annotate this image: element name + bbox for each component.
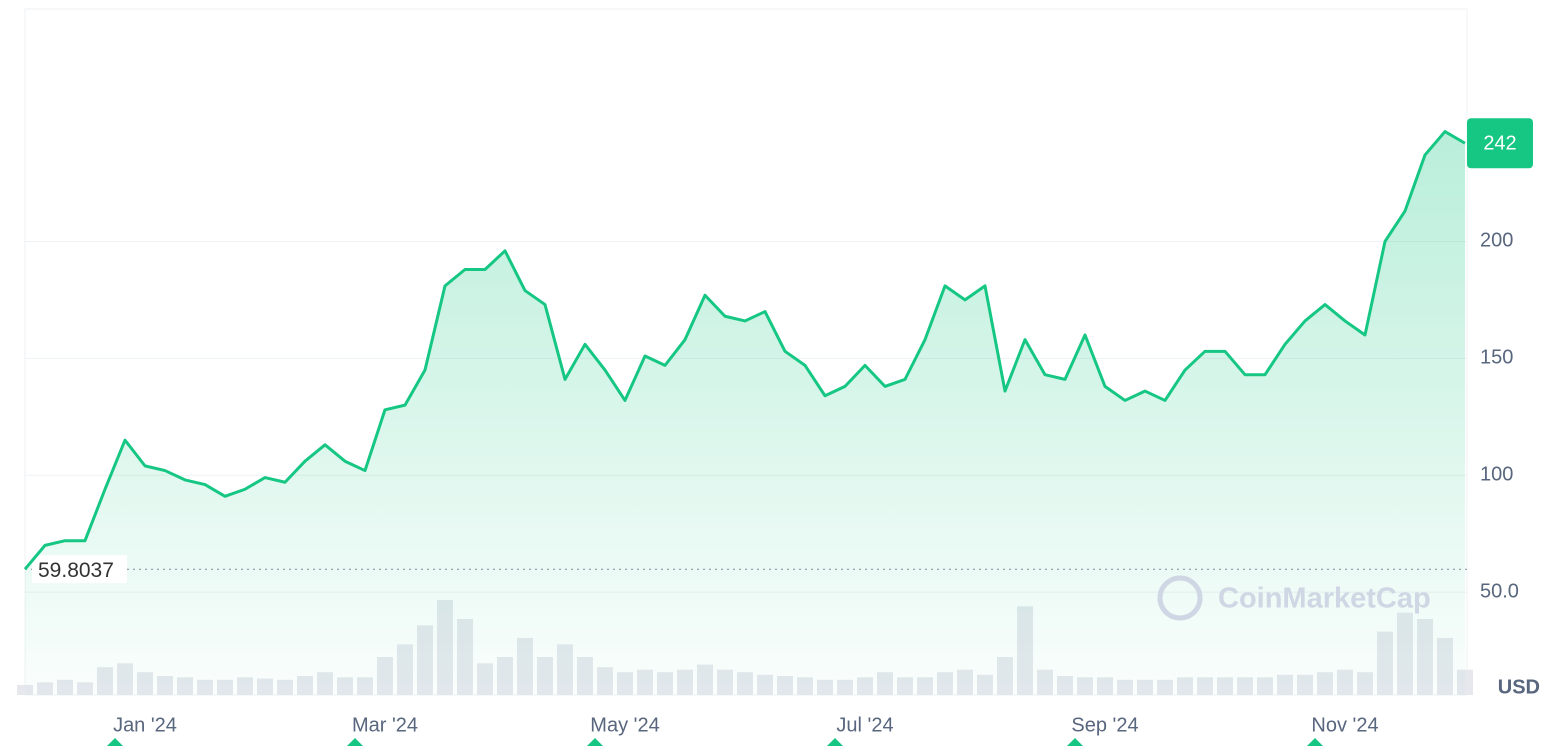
- event-marker: [827, 738, 843, 746]
- area: [25, 131, 1465, 696]
- start-label-bg: [32, 555, 127, 584]
- event-marker: [587, 738, 603, 746]
- x-tick-label: Jul '24: [836, 714, 893, 736]
- event-marker: [1307, 738, 1323, 746]
- price-line: [23, 130, 1466, 571]
- event-marker: [1067, 738, 1083, 746]
- watermark: CoinMarketCap: [1157, 575, 1431, 621]
- current-price-label: 242: [1483, 133, 1516, 155]
- x-tick-label: Sep '24: [1071, 714, 1138, 736]
- current-price-badge: [1467, 118, 1533, 169]
- event-marker: [107, 738, 123, 746]
- y-tick-label: 150: [1480, 347, 1513, 369]
- x-tick-label: Nov '24: [1311, 714, 1378, 736]
- x-tick-label: Jan '24: [113, 714, 177, 736]
- currency-label: USD: [1498, 676, 1540, 698]
- x-tick-label: May '24: [590, 714, 659, 736]
- y-tick-label: 100: [1480, 464, 1513, 486]
- start-label: 59.8037: [38, 559, 114, 582]
- y-tick-label: 200: [1480, 230, 1513, 252]
- event-marker: [347, 738, 363, 746]
- x-tick-label: Mar '24: [352, 714, 418, 736]
- y-tick-label: 50.0: [1480, 580, 1519, 602]
- watermark-text: CoinMarketCap: [1218, 583, 1431, 615]
